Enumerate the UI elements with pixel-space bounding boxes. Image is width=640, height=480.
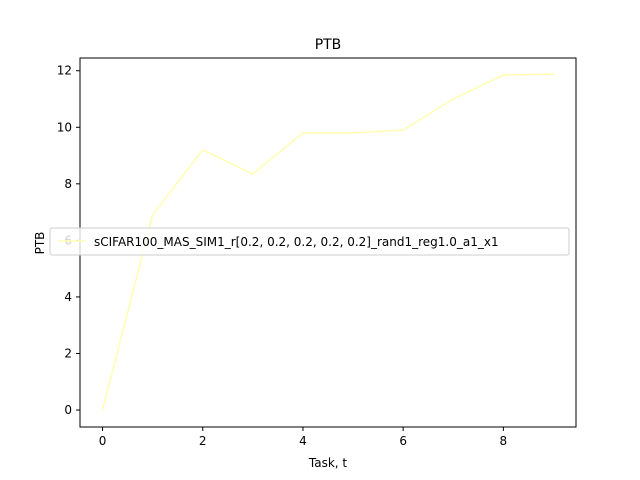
data-point (252, 173, 254, 175)
legend-box (49, 227, 570, 256)
y-tick-label: 0 (64, 403, 72, 417)
x-tick-label: 2 (199, 434, 207, 448)
x-tick-label: 6 (399, 434, 407, 448)
legend-label: sCIFAR100_MAS_SIM1_r[0.2, 0.2, 0.2, 0.2,… (94, 235, 499, 249)
data-point (552, 73, 555, 75)
data-point (101, 409, 104, 411)
y-tick-label: 10 (57, 120, 72, 134)
data-point (302, 132, 304, 134)
y-tick-label: 8 (64, 177, 72, 191)
plot-area: 0 2 4 6 8 0 2 4 6 8 10 12 (57, 57, 577, 448)
x-tick-label: 4 (299, 434, 307, 448)
y-tick-label: 4 (64, 290, 72, 304)
data-point (151, 214, 154, 216)
data-point (402, 129, 404, 131)
y-tick-label: 12 (57, 64, 72, 78)
data-point (502, 74, 505, 76)
data-point (352, 132, 354, 134)
series-line-0 (101, 73, 554, 411)
x-axis-label: Task, t (308, 456, 348, 470)
legend: sCIFAR100_MAS_SIM1_r[0.2, 0.2, 0.2, 0.2,… (49, 227, 570, 256)
x-tick-label: 8 (500, 434, 508, 448)
y-tick-label: 2 (64, 346, 72, 360)
data-point (452, 98, 455, 100)
x-axis-ticks: 0 2 4 6 8 (99, 427, 507, 448)
y-axis-label: PTB (33, 232, 47, 255)
data-point (201, 149, 204, 151)
chart-title: PTB (315, 37, 342, 53)
series-layer (101, 73, 555, 411)
x-tick-label: 0 (99, 434, 107, 448)
